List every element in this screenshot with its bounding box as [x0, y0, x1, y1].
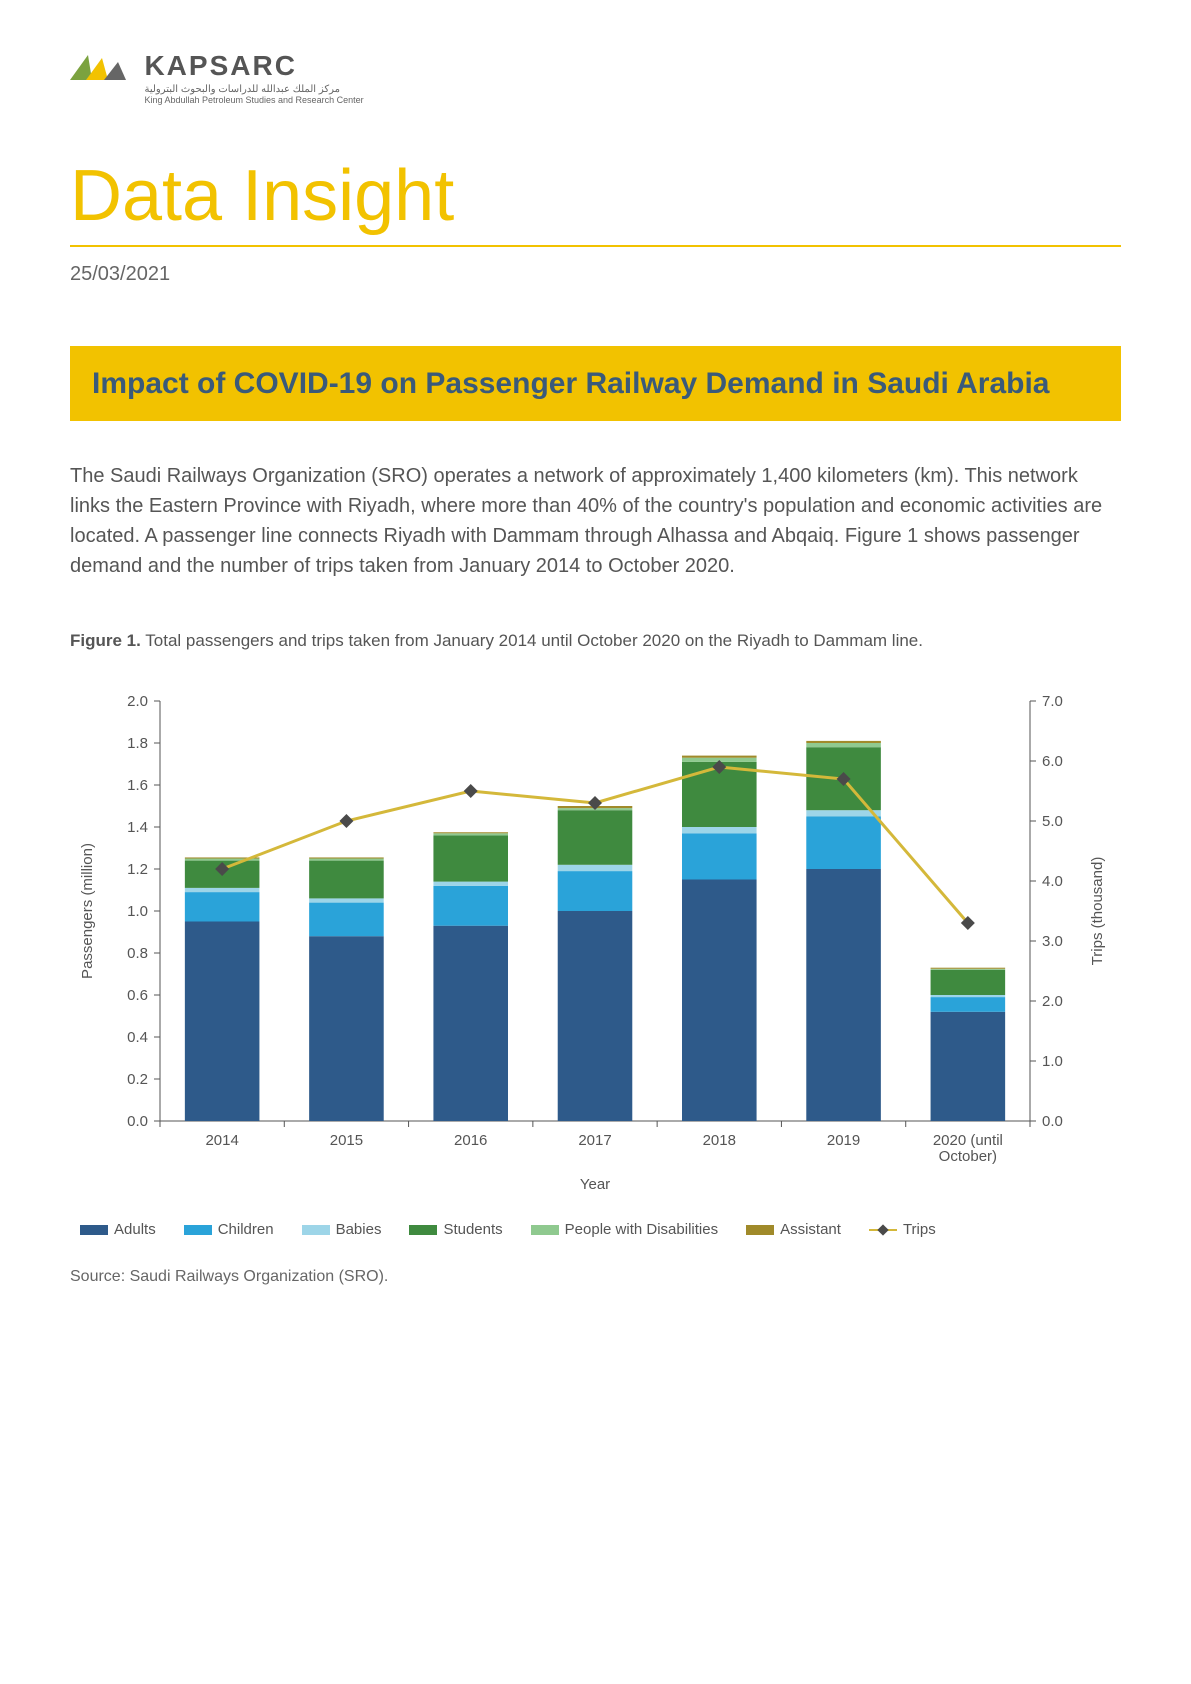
svg-text:6.0: 6.0: [1042, 753, 1063, 770]
svg-text:2.0: 2.0: [127, 693, 148, 710]
svg-text:Year: Year: [580, 1176, 610, 1193]
article-title: Impact of COVID-19 on Passenger Railway …: [92, 364, 1099, 403]
svg-text:0.6: 0.6: [127, 987, 148, 1004]
legend-label: Babies: [336, 1221, 382, 1238]
legend-label: Adults: [114, 1221, 156, 1238]
svg-text:0.8: 0.8: [127, 945, 148, 962]
legend-item: Babies: [302, 1221, 382, 1238]
svg-text:4.0: 4.0: [1042, 873, 1063, 890]
logo-arabic: مركز الملك عبدالله للدراسات والبحوث البت…: [144, 84, 363, 95]
svg-text:1.0: 1.0: [127, 903, 148, 920]
svg-text:2018: 2018: [703, 1132, 736, 1149]
legend-swatch: [302, 1225, 330, 1235]
legend-item: Trips: [869, 1221, 936, 1238]
legend-label: Students: [443, 1221, 502, 1238]
legend-item: Adults: [80, 1221, 156, 1238]
legend-swatch: [531, 1225, 559, 1235]
svg-text:2015: 2015: [330, 1132, 363, 1149]
page-title: Data Insight: [70, 155, 1121, 247]
figure-number: Figure 1.: [70, 631, 141, 650]
body-paragraph: The Saudi Railways Organization (SRO) op…: [70, 461, 1121, 581]
chart-svg: 0.0 0.2 0.4 0.6 0.8 1.0 1.2 1.4 1.6 1.8 2.0 0.0 1.0 2…: [70, 681, 1120, 1201]
svg-text:0.4: 0.4: [127, 1029, 148, 1046]
svg-text:7.0: 7.0: [1042, 693, 1063, 710]
figure-caption-text: Total passengers and trips taken from Ja…: [141, 631, 923, 650]
legend-line-swatch: [869, 1229, 897, 1231]
article-title-bar: Impact of COVID-19 on Passenger Railway …: [70, 346, 1121, 421]
logo-area: KAPSARC مركز الملك عبدالله للدراسات والب…: [70, 50, 1121, 105]
svg-text:1.2: 1.2: [127, 861, 148, 878]
logo-mark: [70, 50, 132, 97]
svg-text:2016: 2016: [454, 1132, 487, 1149]
svg-text:0.0: 0.0: [127, 1113, 148, 1130]
svg-text:1.4: 1.4: [127, 819, 148, 836]
legend-label: Children: [218, 1221, 274, 1238]
svg-text:2020 (until: 2020 (until: [933, 1132, 1003, 1149]
svg-text:1.6: 1.6: [127, 777, 148, 794]
svg-text:5.0: 5.0: [1042, 813, 1063, 830]
legend-swatch: [184, 1225, 212, 1235]
logo-name: KAPSARC: [144, 50, 363, 82]
legend-item: People with Disabilities: [531, 1221, 718, 1238]
source-text: Source: Saudi Railways Organization (SRO…: [70, 1268, 1121, 1286]
chart-container: 0.0 0.2 0.4 0.6 0.8 1.0 1.2 1.4 1.6 1.8 2.0 0.0 1.0 2…: [70, 681, 1120, 1201]
svg-text:2014: 2014: [205, 1132, 238, 1149]
legend-item: Students: [409, 1221, 502, 1238]
svg-text:2019: 2019: [827, 1132, 860, 1149]
svg-text:0.2: 0.2: [127, 1071, 148, 1088]
chart-legend: Adults Children Babies Students People with …: [70, 1221, 1121, 1238]
legend-item: Assistant: [746, 1221, 841, 1238]
svg-text:0.0: 0.0: [1042, 1113, 1063, 1130]
legend-label: Assistant: [780, 1221, 841, 1238]
legend-item: Children: [184, 1221, 274, 1238]
legend-swatch: [80, 1225, 108, 1235]
legend-label: Trips: [903, 1221, 936, 1238]
publication-date: 25/03/2021: [70, 263, 1121, 286]
svg-text:1.0: 1.0: [1042, 1053, 1063, 1070]
logo-english: King Abdullah Petroleum Studies and Rese…: [144, 95, 363, 105]
svg-text:October): October): [939, 1148, 997, 1165]
svg-text:Passengers (million): Passengers (million): [79, 843, 96, 979]
legend-label: People with Disabilities: [565, 1221, 718, 1238]
legend-swatch: [409, 1225, 437, 1235]
figure-caption: Figure 1. Total passengers and trips tak…: [70, 631, 1121, 651]
svg-text:1.8: 1.8: [127, 735, 148, 752]
logo-text-block: KAPSARC مركز الملك عبدالله للدراسات والب…: [144, 50, 363, 105]
svg-text:2017: 2017: [578, 1132, 611, 1149]
svg-text:2.0: 2.0: [1042, 993, 1063, 1010]
legend-swatch: [746, 1225, 774, 1235]
svg-text:Trips (thousand): Trips (thousand): [1089, 857, 1106, 966]
svg-text:3.0: 3.0: [1042, 933, 1063, 950]
